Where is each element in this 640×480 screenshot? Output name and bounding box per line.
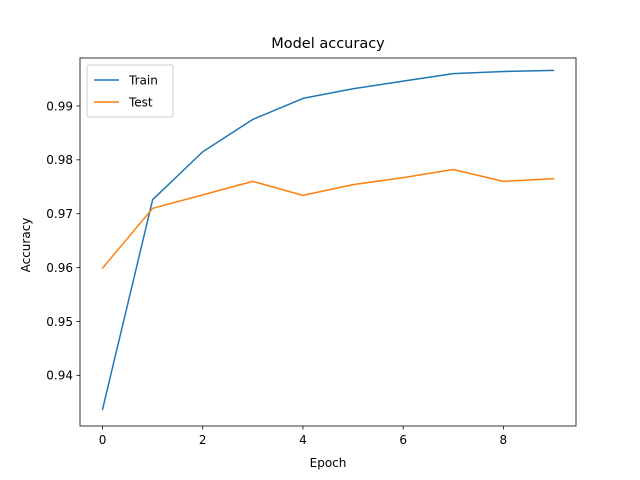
series-line-test [101,168,555,270]
y-tick-label: 0.95 [46,315,73,329]
x-tick-label: 4 [299,433,307,447]
x-tick-label: 2 [199,433,207,447]
x-tick-label: 0 [99,433,107,447]
x-axis-label: Epoch [310,456,347,470]
y-axis-label: Accuracy [19,218,33,273]
y-tick-label: 0.99 [46,99,73,113]
legend: Train Test [86,64,174,118]
legend-label-test: Test [128,96,153,110]
legend-label-train: Train [128,74,158,88]
chart-title: Model accuracy [271,36,385,52]
y-tick-label: 0.98 [46,153,73,167]
plot-frame [79,57,577,427]
y-tick-label: 0.97 [46,207,73,221]
x-tick-label: 8 [500,433,508,447]
x-tick-label: 6 [399,433,407,447]
plot-area: 0 2 4 6 8 0.94 0.95 0.96 0.97 0.98 0.99 [46,57,577,447]
y-tick-label: 0.94 [46,369,73,383]
y-tick-label: 0.96 [46,261,73,275]
legend-box [86,64,174,118]
series-line-train [101,69,555,411]
